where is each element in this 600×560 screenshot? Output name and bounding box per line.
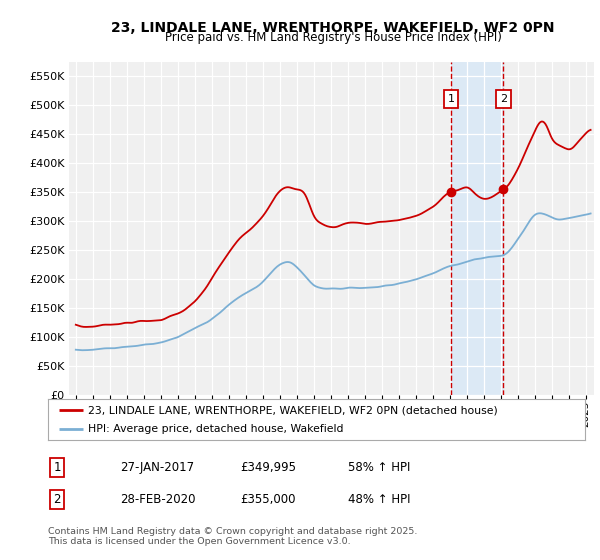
Text: Price paid vs. HM Land Registry's House Price Index (HPI): Price paid vs. HM Land Registry's House … [164, 31, 502, 44]
Text: 27-JAN-2017: 27-JAN-2017 [120, 461, 194, 474]
Text: This data is licensed under the Open Government Licence v3.0.: This data is licensed under the Open Gov… [48, 537, 350, 546]
Text: 28-FEB-2020: 28-FEB-2020 [120, 493, 196, 506]
Text: 2: 2 [53, 493, 61, 506]
Bar [451, 62, 503, 395]
Text: 1: 1 [448, 94, 454, 104]
Text: £355,000: £355,000 [240, 493, 296, 506]
Text: 23, LINDALE LANE, WRENTHORPE, WAKEFIELD, WF2 0PN: 23, LINDALE LANE, WRENTHORPE, WAKEFIELD,… [111, 21, 555, 35]
Text: 58% ↑ HPI: 58% ↑ HPI [348, 461, 410, 474]
Text: Contains HM Land Registry data © Crown copyright and database right 2025.: Contains HM Land Registry data © Crown c… [48, 528, 418, 536]
Text: HPI: Average price, detached house, Wakefield: HPI: Average price, detached house, Wake… [88, 424, 344, 433]
Text: 48% ↑ HPI: 48% ↑ HPI [348, 493, 410, 506]
Text: 23, LINDALE LANE, WRENTHORPE, WAKEFIELD, WF2 0PN (detached house): 23, LINDALE LANE, WRENTHORPE, WAKEFIELD,… [88, 405, 498, 415]
Text: 2: 2 [500, 94, 507, 104]
Text: £349,995: £349,995 [240, 461, 296, 474]
Text: 1: 1 [53, 461, 61, 474]
